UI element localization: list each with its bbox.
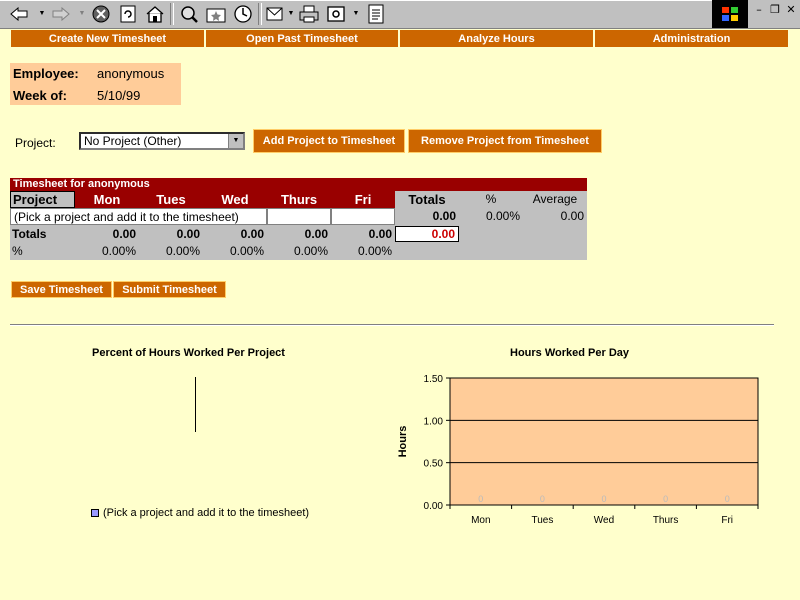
data-label: 0: [601, 494, 606, 504]
windows-logo-icon: [712, 0, 748, 28]
header-mon: Mon: [75, 191, 139, 208]
header-wed: Wed: [203, 191, 267, 208]
data-label: 0: [725, 494, 730, 504]
data-label: 0: [540, 494, 545, 504]
x-tick-label: Wed: [594, 515, 614, 526]
x-tick-label: Thurs: [653, 515, 679, 526]
header-fri: Fri: [331, 191, 395, 208]
data-label: 0: [663, 494, 668, 504]
nav-administration[interactable]: Administration: [595, 30, 788, 47]
y-tick-label: 1.00: [424, 416, 444, 427]
employee-label: Employee:: [13, 66, 79, 81]
week-date: 5/10/99: [97, 88, 141, 103]
restore-icon[interactable]: ❐: [770, 3, 780, 16]
mail-icon[interactable]: [265, 3, 287, 25]
favorites-icon[interactable]: [205, 3, 227, 25]
timesheet-table: Project Mon Tues Wed Thurs Fri Totals % …: [10, 191, 587, 260]
legend-label: (Pick a project and add it to the timesh…: [103, 507, 310, 519]
save-timesheet-button[interactable]: Save Timesheet: [11, 281, 112, 298]
search-icon[interactable]: [178, 3, 200, 25]
project-select-value: No Project (Other): [84, 134, 182, 148]
edit-icon[interactable]: [325, 3, 347, 25]
home-icon[interactable]: [144, 3, 166, 25]
browser-toolbar: ▼ ▼ ▼ ▼ – ❐ ✕: [0, 0, 800, 29]
bar-chart-title: Hours Worked Per Day: [510, 347, 630, 359]
percent-tues: 0.00%: [165, 244, 200, 258]
data-label: 0: [478, 494, 483, 504]
header-project: Project: [10, 191, 75, 208]
forward-icon[interactable]: [50, 3, 72, 25]
header-totals: Totals: [408, 192, 446, 207]
header-percent: %: [485, 192, 497, 206]
fri-hours-input[interactable]: [331, 208, 395, 225]
bar-chart: 0.00 0.50 1.00 1.50 Hours 0 Mon 0 Tues 0 Wed 0 Thurs…: [397, 374, 759, 526]
y-tick-label: 1.50: [424, 374, 444, 385]
header-thurs: Thurs: [267, 191, 331, 208]
percent-thurs: 0.00%: [293, 244, 328, 258]
pie-chart: [195, 377, 196, 432]
x-tick-label: Tues: [531, 515, 553, 526]
project-row-name: (Pick a project and add it to the timesh…: [10, 208, 267, 225]
percent-mon: 0.00%: [101, 244, 136, 258]
grand-total: 0.00: [395, 226, 459, 242]
history-icon[interactable]: [232, 3, 254, 25]
minimize-icon[interactable]: –: [756, 3, 762, 16]
project-row-average: 0.00: [560, 209, 584, 223]
x-tick-label: Fri: [721, 515, 733, 526]
toolbar-separator: [258, 3, 262, 25]
forward-dropdown-icon[interactable]: ▼: [78, 9, 86, 17]
print-icon[interactable]: [298, 3, 320, 25]
y-axis-label: Hours: [397, 426, 409, 458]
x-tick-label: Mon: [471, 515, 490, 526]
thurs-hours-input[interactable]: [267, 208, 331, 225]
toolbar-separator: [170, 3, 174, 25]
window-controls: – ❐ ✕: [712, 0, 800, 28]
stop-icon[interactable]: [90, 3, 112, 25]
y-tick-label: 0.00: [424, 501, 444, 512]
employee-info-panel: Employee: anonymous Week of: 5/10/99: [10, 63, 181, 105]
nav-open-past-timesheet[interactable]: Open Past Timesheet: [206, 30, 398, 47]
project-select[interactable]: No Project (Other) ▼: [79, 132, 245, 150]
percent-row-label: %: [12, 244, 23, 258]
project-row-total: 0.00: [432, 209, 456, 223]
section-divider: [10, 324, 774, 326]
remove-project-button[interactable]: Remove Project from Timesheet: [408, 129, 602, 153]
total-tues: 0.00: [176, 227, 200, 241]
header-average: Average: [532, 192, 578, 206]
chevron-down-icon[interactable]: ▼: [228, 134, 243, 148]
week-label: Week of:: [13, 88, 67, 103]
add-project-button[interactable]: Add Project to Timesheet: [253, 129, 405, 153]
close-icon[interactable]: ✕: [786, 3, 796, 16]
y-tick-label: 0.50: [424, 459, 444, 470]
plot-area: [449, 377, 759, 506]
percent-wed: 0.00%: [229, 244, 264, 258]
back-icon[interactable]: [8, 3, 30, 25]
total-thurs: 0.00: [304, 227, 328, 241]
mail-dropdown-icon[interactable]: ▼: [287, 9, 295, 17]
project-label: Project:: [15, 136, 56, 150]
totals-row-label: Totals: [12, 227, 47, 241]
discuss-icon[interactable]: [365, 3, 387, 25]
percent-fri: 0.00%: [357, 244, 392, 258]
refresh-icon[interactable]: [117, 3, 139, 25]
total-fri: 0.00: [368, 227, 392, 241]
project-row-percent: 0.00%: [485, 209, 520, 223]
nav-create-new-timesheet[interactable]: Create New Timesheet: [11, 30, 204, 47]
nav-analyze-hours[interactable]: Analyze Hours: [400, 30, 593, 47]
legend-swatch: [91, 509, 99, 517]
back-dropdown-icon[interactable]: ▼: [38, 9, 46, 17]
pie-chart-title: Percent of Hours Worked Per Project: [92, 347, 285, 359]
total-wed: 0.00: [240, 227, 264, 241]
employee-name: anonymous: [97, 66, 165, 81]
submit-timesheet-button[interactable]: Submit Timesheet: [113, 281, 226, 298]
timesheet-title: Timesheet for anonymous: [10, 178, 587, 191]
total-mon: 0.00: [112, 227, 136, 241]
edit-dropdown-icon[interactable]: ▼: [352, 9, 360, 17]
header-tues: Tues: [139, 191, 203, 208]
